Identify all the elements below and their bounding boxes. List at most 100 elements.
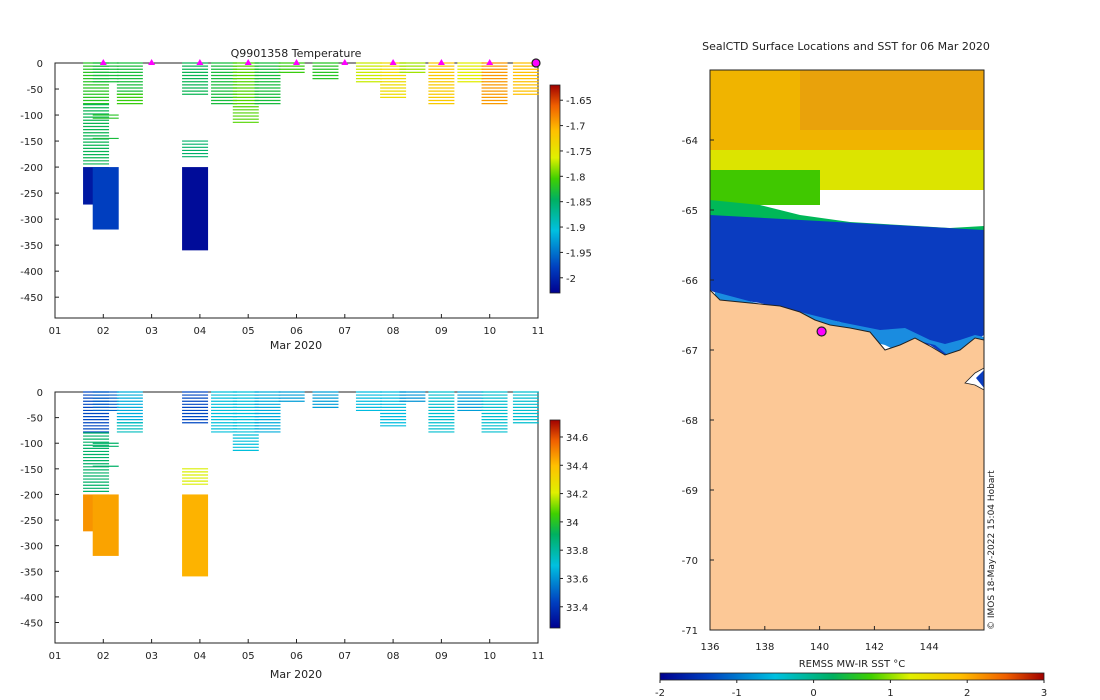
map-longitude-axis: 136 138 140 142 144 bbox=[700, 626, 939, 653]
salinity-plot-frame bbox=[54, 391, 539, 644]
lat-tick-label: -65 bbox=[682, 206, 698, 217]
colorbar-tick-label: -1.65 bbox=[566, 96, 592, 107]
temperature-section: Q9901358 Temperature 0 -50 -100 -150 -200 -25… bbox=[20, 47, 592, 352]
seal-location-marker bbox=[816, 326, 827, 337]
y-tick-label: -450 bbox=[20, 293, 43, 304]
colorbar-tick-label: 33.4 bbox=[566, 603, 588, 614]
temperature-colorbar bbox=[549, 84, 561, 294]
credit-text: © IMOS 18-May-2022 15:04 Hobart bbox=[987, 470, 997, 630]
surfacing-marker bbox=[437, 59, 445, 65]
x-tick-label: 07 bbox=[338, 326, 351, 337]
colorbar-tick-label: -1.8 bbox=[566, 172, 586, 183]
colorbar-tick-label: -1.75 bbox=[566, 147, 592, 158]
colorbar-tick-label: 34.4 bbox=[566, 461, 588, 472]
y-tick-label: -250 bbox=[20, 516, 43, 527]
temperature-profiles bbox=[83, 62, 539, 251]
surfacing-markers bbox=[99, 58, 541, 68]
sst-colorbar-tick-label: 1 bbox=[887, 688, 893, 699]
x-tick-label: 05 bbox=[242, 326, 255, 337]
x-tick-label: 10 bbox=[483, 651, 496, 662]
salinity-section: 0-50-100-150-200-250-300-350-400-450 01 0… bbox=[20, 388, 588, 681]
y-tick-label: -50 bbox=[27, 414, 43, 425]
x-tick-label: 03 bbox=[145, 326, 158, 337]
sst-field bbox=[710, 70, 984, 357]
temperature-colorbar-ticks: -1.65 -1.7 -1.75 -1.8 -1.85 -1.9 -1.95 -2 bbox=[560, 96, 592, 285]
sst-map-section: SealCTD Surface Locations and SST for 06… bbox=[655, 40, 1047, 699]
x-tick-label: 11 bbox=[532, 326, 545, 337]
surfacing-marker bbox=[148, 59, 156, 65]
colorbar-tick-label: 34 bbox=[566, 518, 579, 529]
x-tick-label: 06 bbox=[290, 326, 303, 337]
x-tick-label: 06 bbox=[290, 651, 303, 662]
profile-deep-block bbox=[92, 494, 119, 556]
profile-deep-block bbox=[92, 167, 119, 230]
lat-tick-label: -66 bbox=[682, 276, 698, 287]
sst-cold-shelf-water bbox=[710, 215, 984, 355]
latest-surfacing-marker bbox=[531, 58, 541, 68]
x-tick-label: 04 bbox=[194, 326, 207, 337]
antarctic-coastline-land bbox=[709, 288, 985, 631]
x-tick-label: 09 bbox=[435, 326, 448, 337]
colorbar-tick-label: -1.85 bbox=[566, 198, 592, 209]
y-tick-label: -250 bbox=[20, 189, 43, 200]
sst-colorbar-tick-label: 0 bbox=[810, 688, 816, 699]
sst-colorbar-tick-label: -2 bbox=[655, 688, 665, 699]
x-tick-label: 01 bbox=[49, 651, 62, 662]
colorbar-tick-label: 34.2 bbox=[566, 490, 588, 501]
y-tick-label: -300 bbox=[20, 542, 43, 553]
lon-tick-label: 138 bbox=[755, 642, 774, 653]
colorbar-tick-label: -1.95 bbox=[566, 248, 592, 259]
lat-tick-label: -64 bbox=[682, 136, 698, 147]
x-tick-label: 04 bbox=[194, 651, 207, 662]
colorbar-tick-label: -1.9 bbox=[566, 223, 586, 234]
profile-deep-block bbox=[182, 494, 209, 577]
temperature-plot-frame bbox=[54, 62, 539, 319]
lon-tick-label: 136 bbox=[700, 642, 719, 653]
x-tick-label: 11 bbox=[532, 651, 545, 662]
lon-tick-label: 144 bbox=[920, 642, 939, 653]
profile-deep-block bbox=[182, 167, 209, 251]
x-tick-label: 03 bbox=[145, 651, 158, 662]
x-tick-label: 01 bbox=[49, 326, 62, 337]
temperature-xlabel: Mar 2020 bbox=[270, 339, 322, 352]
surfacing-marker bbox=[486, 59, 494, 65]
y-tick-label: -100 bbox=[20, 111, 43, 122]
surfacing-marker bbox=[244, 59, 252, 65]
surfacing-marker bbox=[99, 59, 107, 65]
surfacing-marker bbox=[389, 59, 397, 65]
y-tick-label: -400 bbox=[20, 593, 43, 604]
salinity-colorbar bbox=[549, 419, 561, 629]
colorbar-tick-label: 33.8 bbox=[566, 546, 588, 557]
y-tick-label: 0 bbox=[37, 59, 43, 70]
salinity-xlabel: Mar 2020 bbox=[270, 668, 322, 681]
y-tick-label: -400 bbox=[20, 267, 43, 278]
salinity-colorbar-ticks: 34.6 34.4 34.2 34 33.8 33.6 33.4 bbox=[560, 433, 588, 614]
sst-colorbar-tick-label: -1 bbox=[732, 688, 742, 699]
lon-tick-label: 142 bbox=[865, 642, 884, 653]
sst-coastal-water bbox=[715, 292, 984, 357]
y-tick-label: -150 bbox=[20, 137, 43, 148]
temperature-x-axis: 01 02 03 04 05 06 07 08 09 10 11 bbox=[49, 314, 545, 337]
sst-colorbar-tick-label: 2 bbox=[964, 688, 970, 699]
sst-colorbar bbox=[659, 672, 1045, 681]
x-tick-label: 05 bbox=[242, 651, 255, 662]
sst-colorbar-ticks: -2 -1 0 1 2 3 bbox=[655, 680, 1047, 699]
y-tick-label: -450 bbox=[20, 619, 43, 630]
temperature-title: Q9901358 Temperature bbox=[231, 47, 362, 60]
y-tick-label: -50 bbox=[27, 85, 43, 96]
surfacing-marker bbox=[341, 59, 349, 65]
x-tick-label: 02 bbox=[97, 651, 110, 662]
colorbar-tick-label: -2 bbox=[566, 274, 576, 285]
y-tick-label: -150 bbox=[20, 465, 43, 476]
y-tick-label: -300 bbox=[20, 215, 43, 226]
sst-frontal-zone bbox=[710, 170, 820, 205]
sst-warm-patch bbox=[800, 70, 984, 130]
surfacing-marker bbox=[196, 59, 204, 65]
salinity-y-axis: 0 -50 -100 -150 -200 -250 -300 -350 -400 -450 bbox=[20, 388, 59, 630]
x-tick-label: 10 bbox=[483, 326, 496, 337]
lat-tick-label: -68 bbox=[682, 416, 698, 427]
temperature-y-axis: 0 -50 -100 -150 -200 -250 -300 -350 -400 -450 bbox=[20, 59, 59, 304]
map-latitude-axis: -64 -65 -66 -67 -68 -69 -70 -71 bbox=[682, 136, 714, 637]
map-title: SealCTD Surface Locations and SST for 06… bbox=[702, 40, 990, 53]
